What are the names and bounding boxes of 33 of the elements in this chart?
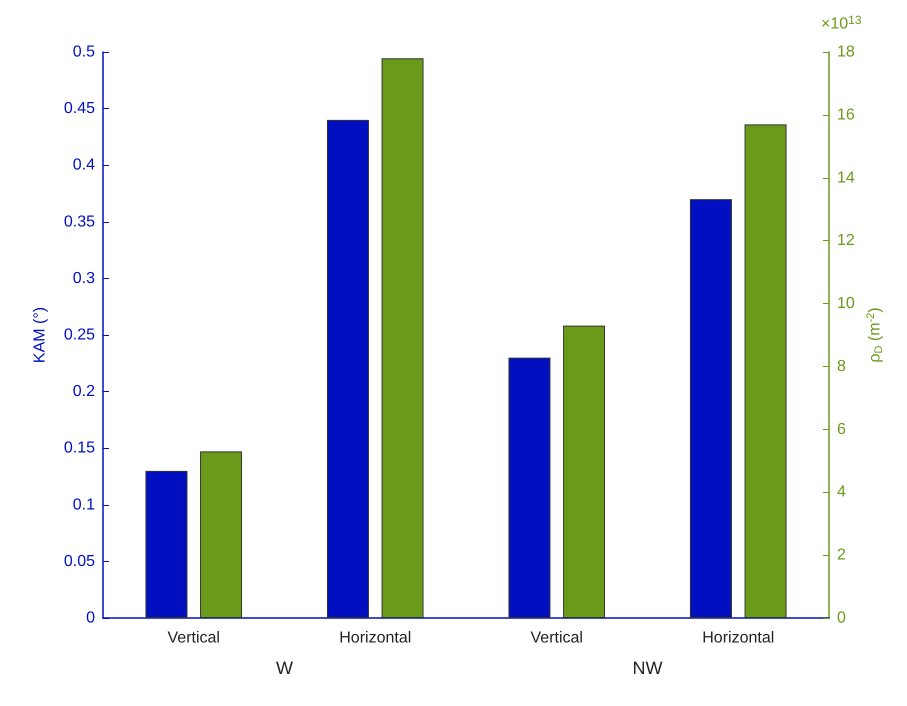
y2-tick-label: 2 (837, 546, 846, 564)
y-tick-label: 0.5 (72, 44, 96, 60)
y-tick-label: 0 (86, 610, 96, 626)
y2-tick-label: 8 (837, 358, 846, 375)
bar (382, 58, 424, 618)
y2-tick-label: 12 (837, 232, 855, 250)
y2-tick-label: 18 (837, 44, 855, 60)
text: W (276, 658, 293, 678)
y-tick-label: 0.05 (64, 552, 96, 570)
y-tick-label: 0.15 (64, 440, 96, 457)
y-tick-label: 0.45 (64, 100, 96, 118)
bar (200, 451, 242, 618)
y-tick-label: 0.3 (72, 270, 96, 287)
y-tick-label: 0.35 (64, 213, 96, 230)
y2-tick-label: 4 (837, 484, 846, 501)
bar (744, 124, 787, 618)
x-tick-label: Horizontal (339, 630, 412, 646)
y-axis-title: KAM (°) (32, 306, 48, 364)
y2-tick-label: 14 (837, 169, 855, 186)
y2-tick-label: 6 (837, 420, 846, 438)
x-tick-label: Horizontal (702, 630, 774, 646)
y-tick-label: 0.1 (72, 496, 96, 514)
y2-tick-label: 0 (837, 610, 846, 626)
text: NW (632, 658, 662, 678)
y2-tick-label: 16 (837, 106, 855, 124)
y-tick-label: 0.4 (72, 156, 96, 174)
y-tick-label: 0.2 (72, 383, 96, 400)
y2-axis-title: ρD (m-2) (865, 307, 886, 363)
y2-tick-label: 10 (837, 295, 855, 312)
bar (563, 326, 606, 618)
y-tick-label: 0.25 (64, 326, 96, 344)
x-tick-label: Vertical (530, 630, 583, 646)
x-tick-label: Vertical (168, 630, 220, 646)
